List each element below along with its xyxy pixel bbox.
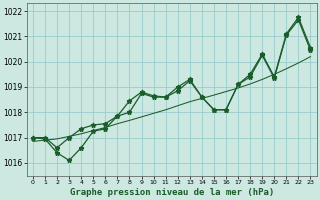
X-axis label: Graphe pression niveau de la mer (hPa): Graphe pression niveau de la mer (hPa)	[69, 188, 274, 197]
